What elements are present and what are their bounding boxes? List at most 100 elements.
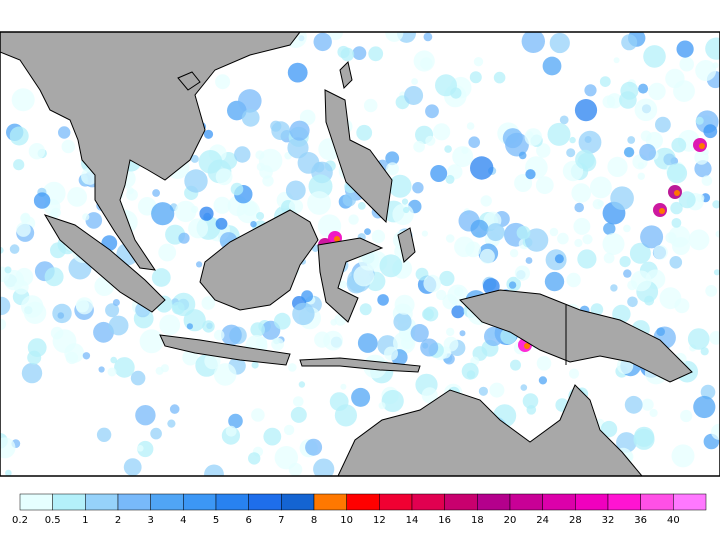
rain-cell (640, 225, 664, 249)
colorbar-label: 10 (340, 515, 353, 526)
colorbar-label: 32 (602, 515, 615, 526)
colorbar-label: 4 (180, 515, 186, 526)
rain-cell (544, 271, 565, 292)
rain-cell (364, 228, 371, 236)
rain-cell (584, 84, 597, 97)
rain-cell (234, 146, 251, 163)
rain-cell (23, 301, 47, 324)
rain-cell (451, 305, 465, 319)
colorbar-box (150, 493, 184, 511)
rain-cell (357, 333, 378, 353)
rain-cell (445, 234, 455, 243)
rain-cell (82, 352, 91, 360)
rain-cell (663, 153, 676, 166)
rain-cell (648, 82, 666, 101)
colorbar-label: 14 (406, 515, 419, 526)
rain-cell (634, 426, 655, 447)
rain-cell (577, 249, 597, 269)
rain-cell (213, 363, 237, 386)
rain-cell (20, 212, 31, 223)
colorbar-label: 0.2 (12, 515, 28, 526)
rain-cell (641, 398, 654, 411)
rain-cell (688, 229, 710, 251)
rain-cell (443, 336, 459, 352)
rain-cell (423, 32, 433, 42)
rain-cell (521, 32, 545, 53)
colorbar-label: 20 (504, 515, 517, 526)
rain-cell (671, 444, 695, 468)
rain-cell (353, 265, 375, 287)
rain-cell (201, 296, 216, 310)
rain-cell (299, 109, 316, 126)
rain-cell (522, 393, 539, 409)
rain-cell (610, 284, 618, 292)
rain-cell (509, 249, 519, 258)
rain-cell (65, 351, 79, 365)
colorbar-label: 2 (115, 515, 121, 526)
rain-cell (137, 445, 144, 452)
rain-cell (110, 356, 117, 364)
rain-cell (290, 406, 307, 423)
rain-cell (639, 143, 656, 161)
rain-cell (356, 124, 373, 141)
rain-cell (184, 169, 208, 193)
rain-cell (313, 162, 325, 173)
rain-cell (655, 116, 671, 133)
rain-cell (410, 324, 429, 343)
rain-cell (569, 136, 576, 144)
rain-cell (582, 234, 593, 245)
colorbar-label: 36 (634, 515, 647, 526)
colorbar-box (85, 493, 119, 511)
rain-cell (470, 219, 489, 238)
rain-cell (423, 306, 439, 322)
rain-cell (313, 32, 332, 52)
rain-cell (33, 192, 51, 209)
colorbar-label: 7 (278, 515, 284, 526)
rain-cell (653, 245, 668, 260)
rain-cell (525, 169, 536, 180)
rain-cell (695, 116, 704, 125)
rain-cell (634, 98, 658, 122)
rain-cell (386, 162, 399, 176)
colorbar-label: 1 (82, 515, 88, 526)
rain-cell (298, 381, 306, 388)
rain-cell (228, 413, 243, 429)
rain-cell (292, 302, 315, 326)
rain-cell (137, 440, 154, 458)
rain-cell (352, 46, 367, 60)
colorbar-box (542, 493, 576, 511)
halmahera (397, 227, 416, 263)
rain-cell (151, 202, 175, 226)
rain-cell (666, 163, 688, 184)
rain-cell (711, 423, 720, 440)
rain-cell (489, 382, 505, 398)
rain-cell (393, 312, 412, 331)
colorbar-label: 40 (667, 515, 680, 526)
rain-cell (421, 230, 428, 237)
rain-cell (0, 296, 11, 316)
rain-cell (713, 269, 720, 276)
rain-cell (637, 172, 645, 180)
rain-cell (623, 269, 632, 278)
rain-cell (203, 129, 214, 139)
rain-cell (178, 232, 190, 244)
rain-cell (107, 367, 117, 377)
rain-cell (640, 130, 652, 142)
rain-cell (392, 203, 414, 226)
rain-cell (514, 265, 531, 281)
rain-cell (671, 137, 687, 153)
rain-cell (480, 195, 492, 207)
rain-cell (342, 193, 356, 207)
rain-cell (547, 122, 571, 146)
rain-cell (624, 395, 643, 414)
rain-cell (461, 146, 469, 154)
rain-cell (250, 322, 265, 337)
rain-cell (415, 267, 429, 281)
rain-cell (85, 212, 103, 229)
rain-cell (385, 151, 400, 166)
rain-cell (96, 427, 112, 442)
rain-cell (493, 71, 506, 84)
rain-cell (680, 409, 693, 423)
rain-cell (599, 76, 611, 87)
rain-cell (50, 242, 66, 259)
